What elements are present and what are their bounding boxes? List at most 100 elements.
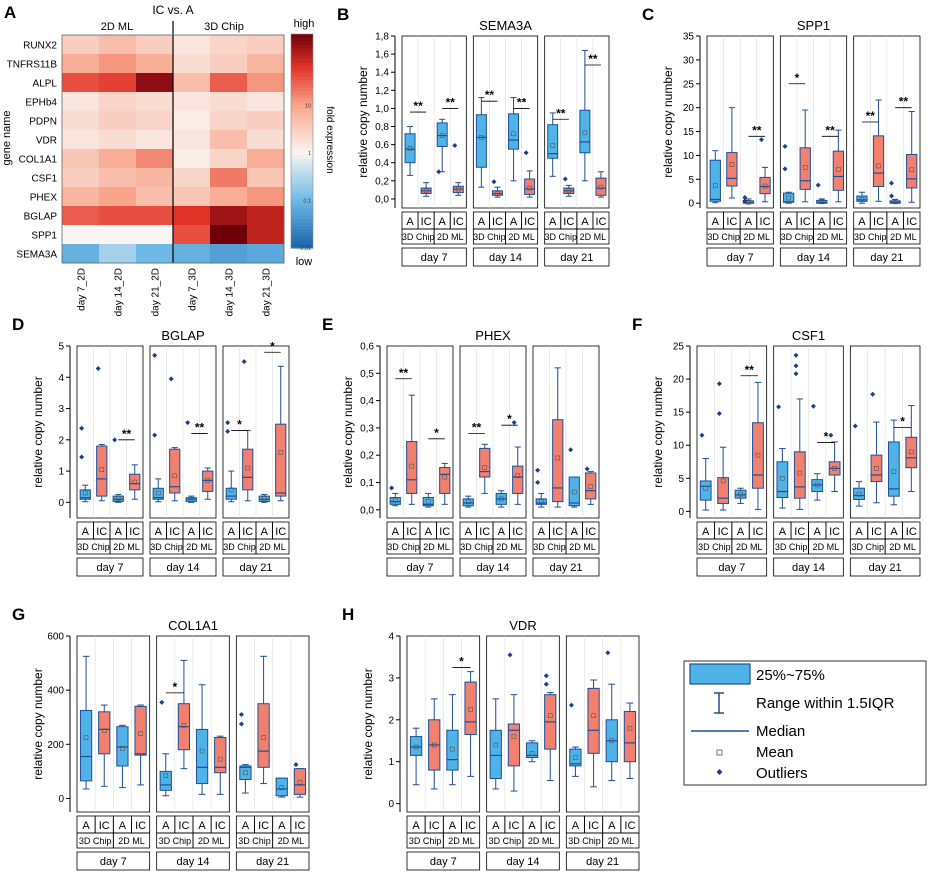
iqr-box (79, 489, 91, 500)
y-tick-label: 0 (58, 794, 64, 805)
colorbar-low-label: low (296, 256, 313, 268)
heatmap-cell (62, 168, 100, 188)
group-label: A (242, 820, 250, 832)
mean-marker (413, 744, 419, 750)
table-cell (235, 851, 310, 871)
outlier-marker (293, 762, 299, 768)
outlier-marker (491, 179, 497, 185)
platform-label: 3D Chip (533, 542, 566, 552)
iqr-box (409, 736, 423, 756)
y-tick-label: 5 (688, 175, 694, 186)
y-tick-label: 200 (47, 740, 64, 751)
day-label: day 21 (239, 562, 272, 574)
table-cell (182, 538, 217, 555)
iqr-box (717, 477, 730, 504)
table-cell (459, 557, 527, 577)
mean-marker (515, 473, 521, 478)
mean-marker (832, 466, 837, 471)
colorbar-segment (291, 165, 313, 171)
platform-label: 2D ML (508, 232, 535, 242)
iqr-box (152, 487, 164, 500)
y-axis-title: relative copy number (361, 668, 375, 779)
mean-marker (555, 455, 561, 461)
mean-marker (450, 746, 455, 752)
panel-letter: A (4, 3, 16, 22)
heatmap-cell (173, 73, 211, 93)
mean-marker (261, 735, 266, 740)
colorbar-segment (291, 215, 313, 221)
group-label: IC (794, 526, 805, 538)
colorbar-segment (291, 237, 313, 242)
outlier-marker (507, 652, 513, 658)
group-label: IC (453, 216, 464, 228)
outlier-marker (535, 480, 541, 486)
colorbar-segment (291, 223, 313, 228)
table-cell (109, 538, 144, 555)
group-label: IC (545, 820, 556, 832)
heatmap-cell (210, 168, 248, 188)
group-label: A (785, 216, 793, 228)
y-tick-label: 1 (388, 757, 394, 768)
colorbar-segment (291, 126, 313, 131)
iqr-box (870, 454, 883, 483)
group-label: IC (169, 526, 180, 538)
outlier-marker (699, 432, 705, 438)
group-label: IC (135, 820, 146, 832)
heatmap-cell (99, 92, 137, 112)
platform-label: 3D Chip (77, 542, 110, 552)
mean-marker (729, 162, 735, 167)
heatmap-ylabel: gene name (1, 110, 13, 165)
group-label: A (82, 820, 90, 832)
colorbar-segment (291, 219, 313, 224)
group-label: A (498, 526, 506, 538)
mean-marker (498, 496, 504, 502)
iqr-box (406, 441, 418, 494)
mean-marker (297, 779, 303, 785)
table-cell (156, 851, 230, 871)
colorbar-segment (291, 233, 313, 238)
y-tick-label: 4 (58, 373, 64, 384)
colorbar-segment (291, 158, 313, 163)
mean-marker (511, 734, 517, 739)
mean-marker (582, 130, 588, 136)
group-label: A (528, 820, 536, 832)
iqr-box (853, 487, 865, 500)
iqr-box (507, 723, 521, 767)
significance-label: * (824, 430, 829, 444)
heatmap-cell (99, 73, 137, 93)
heatmap-cell (173, 187, 211, 207)
platform-label: 2D ML (113, 542, 140, 552)
colorbar-segment (291, 105, 313, 110)
significance-label: * (434, 426, 439, 440)
outlier-marker (562, 176, 568, 182)
day-label: day 7 (407, 562, 434, 574)
day-label: day 7 (97, 562, 124, 574)
y-tick-label: 1,2 (375, 86, 389, 97)
group-label: IC (178, 820, 189, 832)
group-label-3d: 3D Chip (204, 21, 244, 33)
group-label: A (465, 526, 473, 538)
gene-label: COL1A1 (19, 155, 58, 166)
mean-marker (425, 499, 431, 504)
y-tick-label: 3 (58, 404, 64, 415)
iqr-box (709, 159, 721, 202)
y-tick-label: 25 (683, 79, 695, 90)
table-cell (272, 832, 310, 849)
outlier-marker (810, 403, 816, 409)
panel-letter: C (642, 5, 654, 24)
group-label: A (439, 216, 447, 228)
y-tick-label: 15 (673, 408, 685, 419)
heatmap-cell (210, 225, 248, 245)
outlier-marker (238, 712, 244, 718)
table-cell (853, 247, 921, 267)
table-cell (149, 557, 217, 577)
colorbar-segment (291, 176, 313, 181)
day-label: day 21 (560, 252, 593, 264)
platform-label: 3D Chip (223, 542, 256, 552)
day-label: day 14 (166, 562, 199, 574)
colorbar-segment (291, 83, 313, 89)
heatmap-cell (136, 187, 174, 207)
outlier-marker (568, 447, 574, 453)
panel-h: H VDR relative copy number 0 1 2 3 4 * A IC A IC 3D C… (342, 605, 640, 871)
colorbar-segment (291, 108, 313, 114)
